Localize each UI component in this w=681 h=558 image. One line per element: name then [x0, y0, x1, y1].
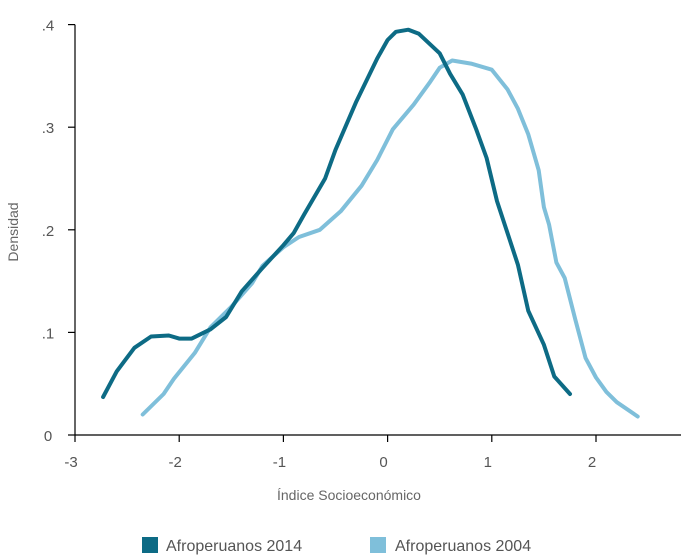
series-line-afroperuanos-2004	[140, 58, 640, 419]
y-tick-label: .2	[42, 223, 55, 240]
legend-label: Afroperuanos 2014	[166, 538, 302, 555]
y-tick-label: 0	[44, 428, 52, 445]
legend-swatch	[370, 537, 386, 553]
y-tick-label: .4	[42, 18, 55, 35]
x-tick-label: 1	[484, 454, 492, 471]
y-axis-title: Densidad	[5, 202, 21, 261]
x-tick-label: -1	[273, 454, 286, 471]
y-tick-label: .3	[42, 120, 55, 137]
x-tick-label: 0	[379, 454, 387, 471]
series-lines	[101, 27, 640, 419]
y-tick-label: .1	[42, 325, 55, 342]
x-axis-title: Índice Socioeconómico	[277, 487, 421, 503]
legend-swatch	[142, 537, 158, 553]
legend: Afroperuanos 2014 Afroperuanos 2004	[142, 537, 531, 555]
x-tick-label: -2	[169, 454, 182, 471]
x-axis: -3 -2 -1 0 1 2	[64, 434, 681, 471]
x-tick-label: -3	[64, 454, 77, 471]
series-line-afroperuanos-2014	[101, 27, 572, 399]
y-axis: 0 .1 .2 .3 .4	[42, 18, 76, 445]
x-tick-label: 2	[588, 454, 596, 471]
legend-label: Afroperuanos 2004	[395, 538, 531, 555]
